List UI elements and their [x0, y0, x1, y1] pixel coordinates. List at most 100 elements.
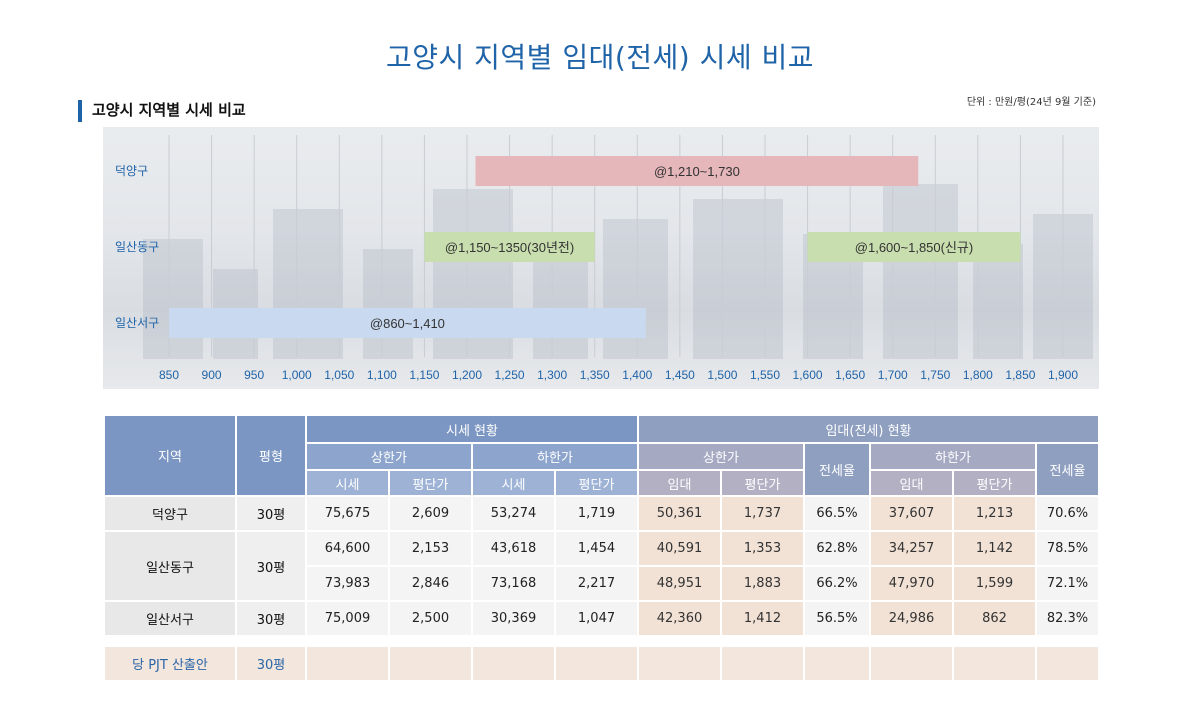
range-bar — [807, 232, 1021, 262]
cell: 1,599 — [954, 567, 1035, 600]
header-ratio-2: 전세율 — [1037, 444, 1098, 495]
cell: 48,951 — [639, 567, 720, 600]
cell: 40,591 — [639, 532, 720, 565]
x-tick-label: 1,850 — [1005, 368, 1035, 382]
cell: 47,970 — [871, 567, 952, 600]
cell: 1,353 — [722, 532, 803, 565]
category-label: 일산서구 — [115, 316, 159, 330]
cell: 1,213 — [954, 497, 1035, 530]
cell: 34,257 — [871, 532, 952, 565]
x-tick-label: 950 — [244, 368, 264, 382]
row-pyeong: 30평 — [237, 602, 305, 635]
cell: 2,500 — [390, 602, 471, 635]
header-pyeong: 평형 — [237, 416, 305, 495]
cell: 1,412 — [722, 602, 803, 635]
x-tick-label: 1,800 — [963, 368, 993, 382]
header-rent-2: 임대 — [871, 471, 952, 495]
cell: 2,846 — [390, 567, 471, 600]
cell: 73,168 — [473, 567, 554, 600]
cell: 66.2% — [805, 567, 869, 600]
header-rent-lower: 하한가 — [871, 444, 1035, 469]
x-tick-label: 1,700 — [878, 368, 908, 382]
row-region: 일산동구 — [105, 532, 235, 600]
header-market-status: 시세 현황 — [307, 416, 637, 442]
x-tick-label: 1,900 — [1048, 368, 1078, 382]
bar-label: @1,600~1,850(신규) — [855, 240, 973, 255]
range-chart: 850 900 950 1,000 1,050 1,100 1,150 1,200 1,250 1… — [103, 127, 1099, 389]
range-bar — [424, 232, 595, 262]
x-tick-label: 850 — [159, 368, 179, 382]
cell: 82.3% — [1037, 602, 1098, 635]
category-label: 덕양구 — [115, 164, 148, 178]
x-tick-label: 1,000 — [282, 368, 312, 382]
cell: 75,009 — [307, 602, 388, 635]
cell: 862 — [954, 602, 1035, 635]
cell: 43,618 — [473, 532, 554, 565]
pjt-label: 당 PJT 산출안 — [105, 647, 235, 680]
pjt-cell — [307, 647, 388, 680]
header-price: 시세 — [307, 471, 388, 495]
cell: 42,360 — [639, 602, 720, 635]
x-tick-label: 1,450 — [665, 368, 695, 382]
x-tick-label: 1,350 — [580, 368, 610, 382]
bar-label: @860~1,410 — [370, 316, 445, 331]
cell: 70.6% — [1037, 497, 1098, 530]
x-tick-label: 1,400 — [622, 368, 652, 382]
x-tick-label: 1,200 — [452, 368, 482, 382]
pjt-pyeong: 30평 — [237, 647, 305, 680]
pjt-cell — [954, 647, 1035, 680]
pjt-cell — [805, 647, 869, 680]
bar-label: @1,150~1350(30년전) — [445, 240, 574, 255]
header-ratio: 전세율 — [805, 444, 869, 495]
cell: 1,737 — [722, 497, 803, 530]
pjt-cell — [722, 647, 803, 680]
cell: 37,607 — [871, 497, 952, 530]
cell: 30,369 — [473, 602, 554, 635]
cell: 24,986 — [871, 602, 952, 635]
header-rent-status: 임대(전세) 현황 — [639, 416, 1098, 442]
cell: 50,361 — [639, 497, 720, 530]
header-rent-upper: 상한가 — [639, 444, 803, 469]
x-tick-label: 1,150 — [409, 368, 439, 382]
bar-label: @1,210~1,730 — [654, 164, 740, 179]
x-tick-label: 1,100 — [367, 368, 397, 382]
pjt-cell — [473, 647, 554, 680]
pjt-cell — [639, 647, 720, 680]
row-pyeong: 30평 — [237, 532, 305, 600]
cell: 1,719 — [556, 497, 637, 530]
header-unit-price: 평단가 — [390, 471, 471, 495]
cell: 56.5% — [805, 602, 869, 635]
header-region: 지역 — [105, 416, 235, 495]
header-upper: 상한가 — [307, 444, 471, 469]
range-bar — [169, 308, 646, 338]
x-tick-label: 900 — [202, 368, 222, 382]
pjt-cell — [390, 647, 471, 680]
unit-note: 단위 : 만원/평(24년 9월 기준) — [966, 97, 1096, 108]
cell: 2,217 — [556, 567, 637, 600]
pjt-cell — [871, 647, 952, 680]
cell: 62.8% — [805, 532, 869, 565]
header-rent-unit-2: 평단가 — [954, 471, 1035, 495]
price-table: 지역 평형 시세 현황 임대(전세) 현황 상한가 하한가 상한가 전세율 하한… — [103, 414, 1100, 682]
cell: 53,274 — [473, 497, 554, 530]
pjt-cell — [556, 647, 637, 680]
cell: 2,153 — [390, 532, 471, 565]
header-rent: 임대 — [639, 471, 720, 495]
range-bar — [475, 156, 919, 186]
section-title: 고양시 지역별 시세 비교 — [78, 100, 246, 122]
row-region: 일산서구 — [105, 602, 235, 635]
header-unit-price-2: 평단가 — [556, 471, 637, 495]
header-lower: 하한가 — [473, 444, 637, 469]
cell: 1,047 — [556, 602, 637, 635]
header-rent-unit: 평단가 — [722, 471, 803, 495]
cell: 75,675 — [307, 497, 388, 530]
chart-svg: 850 900 950 1,000 1,050 1,100 1,150 1,200 1,250 1… — [115, 135, 1078, 382]
cell: 2,609 — [390, 497, 471, 530]
header-price-2: 시세 — [473, 471, 554, 495]
category-label: 일산동구 — [115, 240, 159, 254]
x-tick-label: 1,550 — [750, 368, 780, 382]
cell: 66.5% — [805, 497, 869, 530]
x-tick-label: 1,750 — [920, 368, 950, 382]
cell: 72.1% — [1037, 567, 1098, 600]
x-tick-label: 1,250 — [495, 368, 525, 382]
